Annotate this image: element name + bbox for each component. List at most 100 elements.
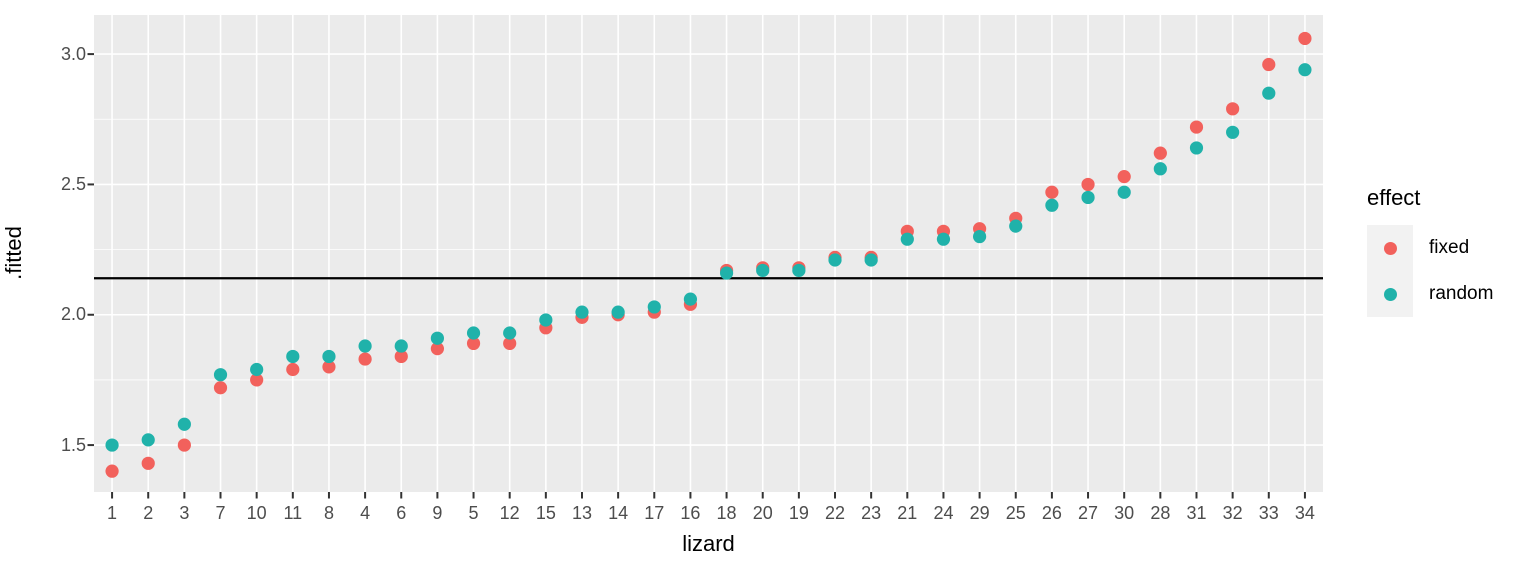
data-point-fixed bbox=[1117, 170, 1131, 184]
data-point-random bbox=[213, 368, 228, 382]
data-point-fixed bbox=[141, 456, 155, 470]
data-point-fixed bbox=[1081, 177, 1095, 192]
data-point-random bbox=[575, 305, 589, 319]
data-point-random bbox=[1298, 63, 1312, 77]
data-point-random bbox=[756, 263, 770, 278]
x-tick-label: 25 bbox=[1005, 503, 1026, 523]
data-point-random bbox=[1009, 219, 1023, 233]
x-tick-label: 23 bbox=[861, 503, 882, 523]
data-point-random bbox=[177, 417, 191, 431]
data-point-fixed bbox=[1262, 57, 1276, 72]
data-point-fixed bbox=[466, 336, 481, 351]
x-tick-label: 5 bbox=[468, 503, 479, 523]
legend-item-fixed: fixed bbox=[1355, 225, 1535, 271]
x-tick-label: 4 bbox=[360, 503, 371, 523]
data-point-fixed bbox=[213, 381, 228, 395]
data-point-random bbox=[1081, 190, 1095, 205]
data-point-random bbox=[1153, 162, 1167, 176]
data-point-fixed bbox=[1298, 31, 1312, 46]
data-point-random bbox=[864, 253, 878, 267]
x-tick-label: 24 bbox=[933, 503, 954, 523]
x-tick-label: 16 bbox=[680, 503, 701, 523]
data-point-fixed bbox=[1189, 120, 1204, 134]
x-tick-label: 17 bbox=[644, 503, 665, 523]
data-point-random bbox=[936, 232, 951, 246]
data-point-fixed bbox=[1045, 185, 1059, 199]
data-point-random bbox=[1226, 125, 1240, 139]
x-tick-label: 28 bbox=[1150, 503, 1171, 523]
data-point-fixed bbox=[503, 336, 517, 351]
data-point-random bbox=[105, 438, 119, 452]
y-axis-title: .fitted bbox=[1, 226, 26, 280]
legend-keys: fixed random bbox=[1355, 225, 1535, 317]
data-point-fixed bbox=[105, 464, 119, 478]
legend-label-fixed: fixed bbox=[1429, 237, 1470, 258]
data-point-random bbox=[647, 300, 661, 314]
x-tick-label: 14 bbox=[608, 503, 629, 523]
x-tick-label: 27 bbox=[1078, 503, 1099, 523]
y-tick-label: 2.5 bbox=[60, 173, 86, 194]
x-tick-label: 2 bbox=[143, 503, 154, 523]
data-point-fixed bbox=[286, 362, 300, 377]
x-tick-label: 20 bbox=[752, 503, 773, 523]
data-point-fixed bbox=[1226, 102, 1240, 116]
data-point-random bbox=[358, 339, 372, 353]
x-tick-label: 13 bbox=[571, 503, 592, 523]
data-point-fixed bbox=[250, 373, 264, 387]
data-point-random bbox=[394, 339, 408, 353]
data-point-fixed bbox=[430, 342, 444, 356]
data-point-random bbox=[792, 263, 806, 278]
x-tick-label: 26 bbox=[1041, 503, 1062, 523]
legend-key-box-random bbox=[1367, 271, 1413, 317]
x-tick-label: 34 bbox=[1294, 503, 1315, 523]
data-point-random bbox=[719, 266, 734, 280]
x-tick-label: 30 bbox=[1114, 503, 1135, 523]
data-point-random bbox=[141, 433, 155, 447]
x-tick-label: 31 bbox=[1186, 503, 1207, 523]
x-tick-label: 15 bbox=[535, 503, 556, 523]
data-point-fixed bbox=[1153, 146, 1167, 160]
legend: effect fixed random bbox=[1355, 185, 1535, 317]
legend-label-random: random bbox=[1429, 283, 1494, 304]
data-point-fixed bbox=[394, 349, 408, 364]
data-point-random bbox=[973, 229, 987, 244]
data-point-random bbox=[250, 362, 264, 377]
random-point-icon bbox=[1383, 287, 1397, 301]
x-tick-label: 22 bbox=[824, 503, 846, 523]
x-tick-label: 3 bbox=[179, 503, 190, 523]
legend-title: effect bbox=[1367, 185, 1421, 210]
x-tick-label: 8 bbox=[323, 503, 334, 523]
x-tick-label: 33 bbox=[1258, 503, 1279, 523]
x-tick-label: 19 bbox=[788, 503, 809, 523]
data-point-fixed bbox=[177, 438, 191, 452]
data-point-random bbox=[286, 349, 300, 364]
x-tick-label: 1 bbox=[107, 503, 118, 523]
x-tick-label: 9 bbox=[432, 503, 443, 523]
data-point-random bbox=[503, 326, 517, 340]
x-axis-title: lizard bbox=[682, 531, 735, 556]
data-point-random bbox=[683, 292, 698, 306]
data-point-random bbox=[322, 349, 336, 364]
y-tick-label: 1.5 bbox=[60, 434, 86, 455]
plot-panel bbox=[94, 15, 1323, 492]
data-point-random bbox=[828, 253, 842, 267]
x-tick-label: 11 bbox=[283, 503, 303, 523]
x-tick-label: 21 bbox=[897, 503, 918, 523]
fixed-point-icon bbox=[1383, 241, 1397, 255]
x-tick-label: 7 bbox=[215, 503, 226, 523]
x-tick-label: 29 bbox=[969, 503, 990, 523]
x-tick-label: 12 bbox=[499, 503, 520, 523]
y-tick-label: 3.0 bbox=[60, 43, 86, 64]
data-point-random bbox=[466, 326, 481, 340]
data-point-random bbox=[611, 305, 625, 319]
data-point-fixed bbox=[358, 352, 372, 366]
x-tick-label: 18 bbox=[716, 503, 737, 523]
x-tick-label: 10 bbox=[246, 503, 267, 523]
x-tick-label: 6 bbox=[396, 503, 407, 523]
data-point-random bbox=[1262, 86, 1276, 100]
x-tick-label: 32 bbox=[1222, 503, 1243, 523]
data-point-random bbox=[1117, 185, 1131, 199]
data-point-random bbox=[1189, 141, 1204, 155]
